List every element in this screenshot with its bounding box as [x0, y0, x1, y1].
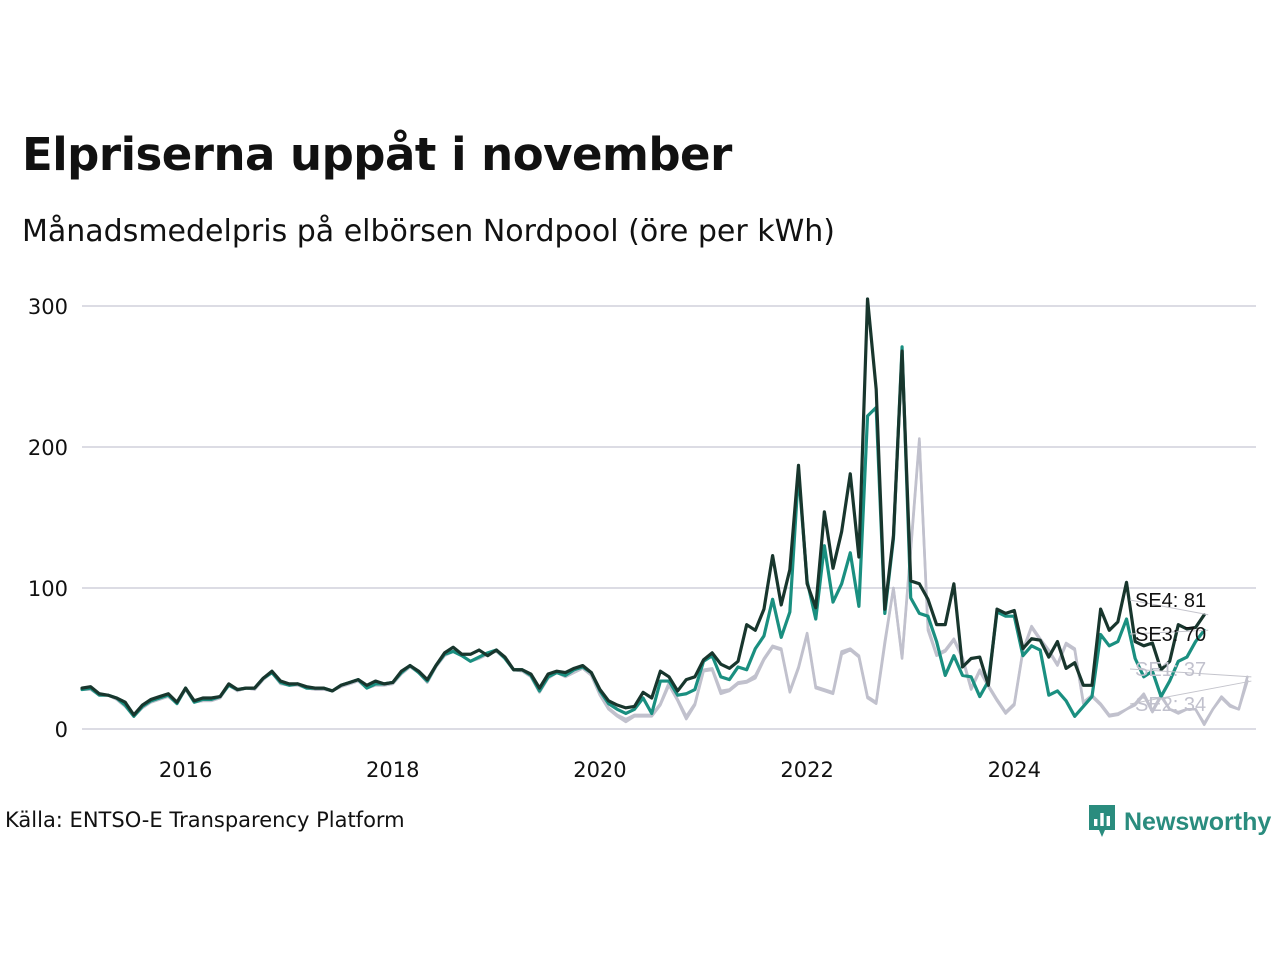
source-text: Källa: ENTSO-E Transparency Platform [5, 808, 405, 832]
gridlines [82, 305, 1256, 730]
brand-name: Newsworthy [1124, 807, 1272, 836]
series-line-se3 [80, 345, 1206, 718]
end-label-se4: SE4: 81 [1135, 590, 1206, 612]
y-tick-label-300: 300 [28, 295, 68, 319]
y-tick-label-200: 200 [28, 436, 68, 460]
label-leader-se2 [1129, 680, 1252, 705]
x-tick-label-2022: 2022 [780, 758, 833, 782]
series-lines [80, 297, 1249, 727]
y-tick-label-0: 0 [55, 718, 68, 742]
bar-chart-speech-icon [1089, 805, 1115, 837]
x-tick-label-2018: 2018 [366, 758, 419, 782]
x-tick-label-2016: 2016 [159, 758, 212, 782]
series-line-se4 [80, 297, 1206, 717]
end-label-se3: SE3: 70 [1135, 624, 1206, 646]
brand-logo[interactable]: Newsworthy [1088, 804, 1271, 840]
chart-subtitle: Månadsmedelpris på elbörsen Nordpool (ör… [22, 214, 835, 249]
end-label-se2: SE2: 34 [1135, 694, 1206, 716]
label-leader-se3 [1129, 629, 1209, 635]
y-tick-label-100: 100 [28, 577, 68, 601]
x-axis-ticks: 2016 2018 2020 2022 2024 [159, 758, 1041, 782]
x-tick-label-2024: 2024 [988, 758, 1041, 782]
label-leader-se4 [1129, 599, 1209, 616]
end-labels: SE1: 37 SE2: 34 SE3: 70 SE4: 81 [1129, 590, 1252, 716]
y-axis-ticks: 0 100 200 300 [28, 295, 68, 742]
x-tick-label-2020: 2020 [573, 758, 626, 782]
label-leader-se1 [1129, 668, 1252, 678]
chart-title: Elpriserna uppåt i november [22, 128, 732, 181]
end-label-se1: SE1: 37 [1135, 659, 1206, 681]
